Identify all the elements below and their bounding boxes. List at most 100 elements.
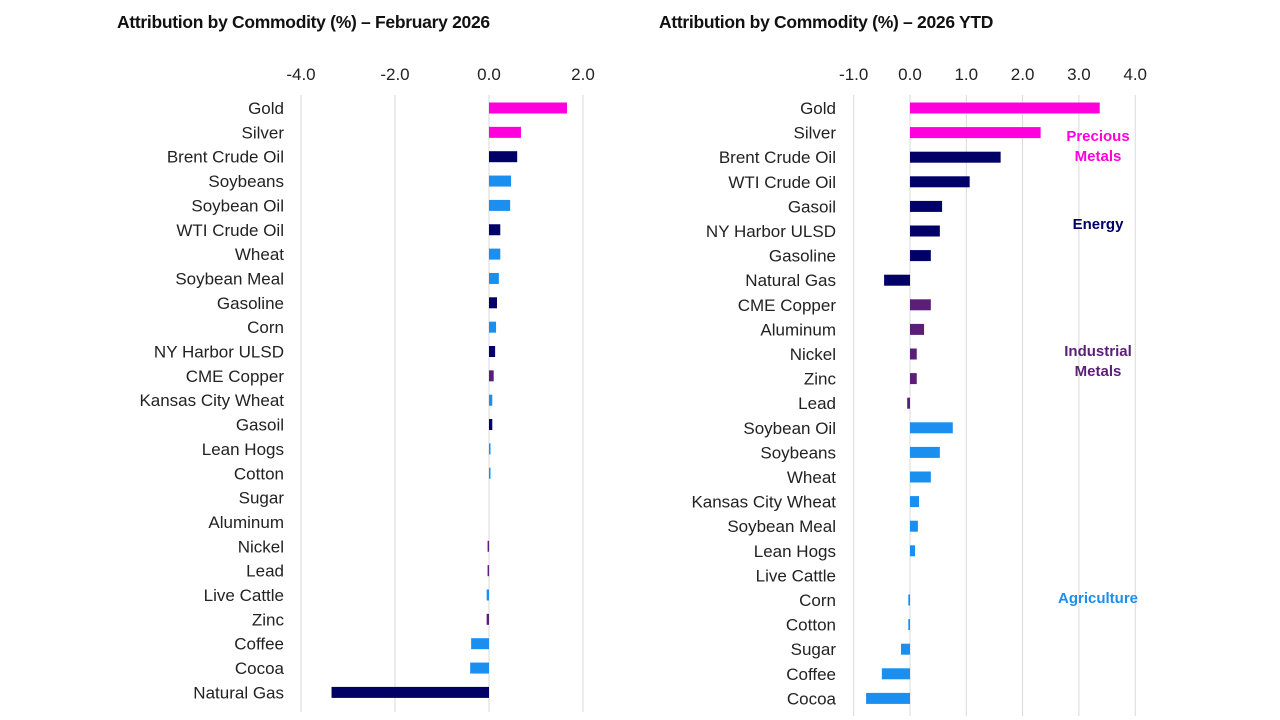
category-label: Wheat <box>235 245 284 264</box>
category-label: Gasoil <box>236 416 284 435</box>
bar-kansas-city-wheat <box>910 496 920 508</box>
category-label: Soybean Meal <box>727 517 836 536</box>
bar-cme-copper <box>489 370 494 382</box>
bar-gasoil <box>489 419 493 431</box>
bar-aluminum <box>910 323 925 335</box>
category-label: Natural Gas <box>745 271 836 290</box>
bar-soybean-meal <box>489 272 499 284</box>
bar-gasoil <box>910 200 943 212</box>
category-label: Cocoa <box>235 659 285 678</box>
bar-nickel <box>487 540 490 552</box>
group-label-precious-metals: Metals <box>1075 148 1122 165</box>
category-label: Silver <box>241 123 284 142</box>
category-label: Nickel <box>790 345 836 364</box>
category-label: Zinc <box>804 370 837 389</box>
bar-nickel <box>910 348 917 360</box>
x-tick-label: 2.0 <box>571 65 595 84</box>
bar-silver <box>489 126 521 138</box>
category-label: CME Copper <box>186 367 285 386</box>
group-label-energy: Energy <box>1073 216 1125 233</box>
bar-kansas-city-wheat <box>489 394 493 406</box>
category-label: Lead <box>798 394 836 413</box>
category-label: Gold <box>248 99 284 118</box>
bar-live-cattle <box>486 589 489 601</box>
bar-coffee <box>881 668 910 680</box>
bar-soybean-meal <box>910 520 918 532</box>
category-label: Sugar <box>791 640 837 659</box>
bar-sugar <box>900 643 910 655</box>
category-label: Cotton <box>234 464 284 483</box>
category-label: Natural Gas <box>193 683 284 702</box>
category-label: Soybean Meal <box>175 269 284 288</box>
bar-lean-hogs <box>489 443 491 455</box>
bar-lean-hogs <box>910 545 916 557</box>
bar-coffee <box>471 638 489 650</box>
category-label: Aluminum <box>760 320 836 339</box>
category-label: Brent Crude Oil <box>167 148 284 167</box>
category-label: CME Copper <box>738 296 837 315</box>
category-label: NY Harbor ULSD <box>706 222 836 241</box>
category-label: Lean Hogs <box>202 440 284 459</box>
bar-wti-crude-oil <box>489 224 501 236</box>
category-label: Lean Hogs <box>754 542 836 561</box>
bar-wti-crude-oil <box>910 176 970 188</box>
category-label: Coffee <box>234 635 284 654</box>
bar-cotton <box>489 467 491 479</box>
bar-gold <box>910 102 1100 114</box>
bar-gasoline <box>489 297 497 309</box>
chart-february-2026: Attribution by Commodity (%) – February … <box>117 12 595 712</box>
category-label: Kansas City Wheat <box>691 493 836 512</box>
x-tick-label: 0.0 <box>477 65 501 84</box>
bar-corn <box>489 321 497 333</box>
bar-zinc <box>486 613 489 625</box>
category-label: Cotton <box>786 616 836 635</box>
category-label: WTI Crude Oil <box>176 221 284 240</box>
category-label: Kansas City Wheat <box>139 391 284 410</box>
x-tick-label: -1.0 <box>839 65 868 84</box>
bar-lead <box>487 565 490 577</box>
x-tick-label: -4.0 <box>286 65 315 84</box>
chart-title: Attribution by Commodity (%) – 2026 YTD <box>659 12 993 32</box>
bar-wheat <box>910 471 931 483</box>
category-label: Corn <box>799 591 836 610</box>
bar-cocoa <box>866 692 910 704</box>
category-label: Lead <box>246 562 284 581</box>
bar-ny-harbor-ulsd <box>910 225 940 237</box>
category-label: Gasoline <box>769 247 836 266</box>
category-label: Nickel <box>238 537 284 556</box>
bar-ny-harbor-ulsd <box>489 346 496 357</box>
category-label: Coffee <box>786 665 836 684</box>
category-label: Live Cattle <box>204 586 284 605</box>
category-label: Aluminum <box>208 513 284 532</box>
x-tick-label: 4.0 <box>1123 65 1147 84</box>
bar-soybeans <box>489 175 512 187</box>
bar-wheat <box>489 248 501 260</box>
category-label: Sugar <box>239 489 285 508</box>
group-label-precious-metals: Precious <box>1066 128 1129 145</box>
bar-gold <box>489 102 568 114</box>
category-label: Cocoa <box>787 689 837 708</box>
group-label-agriculture: Agriculture <box>1058 590 1138 607</box>
bar-natural-gas <box>884 274 910 286</box>
category-label: Soybeans <box>760 443 836 462</box>
category-label: Soybean Oil <box>191 196 284 215</box>
category-label: Corn <box>247 318 284 337</box>
x-tick-label: 2.0 <box>1011 65 1035 84</box>
group-label-industrial-metals: Metals <box>1075 363 1122 380</box>
bar-cocoa <box>470 662 489 674</box>
bar-soybean-oil <box>489 199 511 211</box>
category-label: Soybean Oil <box>743 419 836 438</box>
category-label: Gasoline <box>217 294 284 313</box>
category-label: Gold <box>800 99 836 118</box>
x-tick-label: -2.0 <box>380 65 409 84</box>
chart-2026-ytd: Attribution by Commodity (%) – 2026 YTD -… <box>659 12 1147 716</box>
bar-cotton <box>908 619 910 631</box>
bar-zinc <box>910 373 917 385</box>
category-label: WTI Crude Oil <box>728 173 836 192</box>
bar-cme-copper <box>910 299 931 311</box>
x-tick-label: 3.0 <box>1067 65 1091 84</box>
category-label: Zinc <box>252 610 285 629</box>
bar-natural-gas <box>331 686 489 698</box>
category-label: Wheat <box>787 468 836 487</box>
